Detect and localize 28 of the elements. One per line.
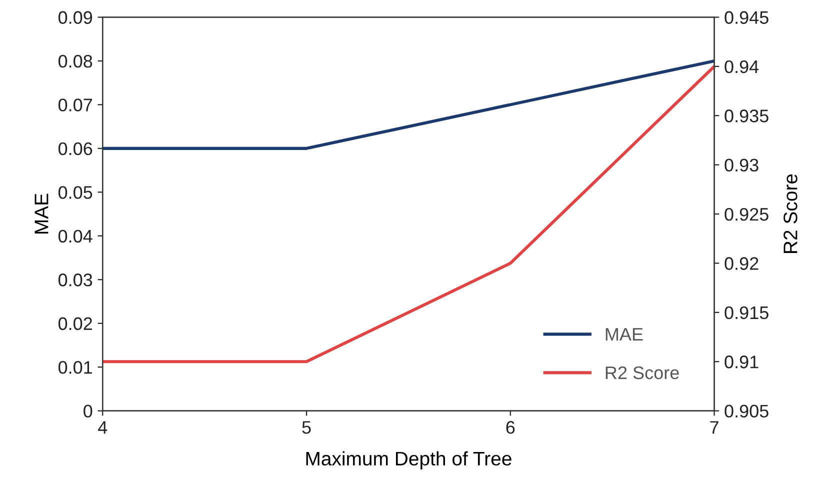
- x-tick-label: 6: [506, 421, 515, 434]
- x-tick-label: 5: [302, 421, 311, 434]
- y-tick-label: 0.01: [58, 361, 92, 374]
- y2-tick-label: 0.93: [724, 158, 758, 172]
- x-tick-label: 4: [98, 421, 108, 434]
- y-axis-title: MAE: [34, 194, 48, 234]
- y-tick-label: 0.09: [58, 11, 92, 24]
- x-axis-title: Maximum Depth of Tree: [306, 451, 512, 470]
- legend-label: R2 Score: [606, 366, 679, 380]
- y-tick-label: 0.03: [58, 274, 92, 286]
- y2-tick-label: 0.945: [724, 11, 768, 24]
- y2-tick-label: 0.915: [724, 306, 768, 320]
- y-tick-label: 0.05: [58, 186, 92, 199]
- y2-tick-label: 0.92: [724, 257, 758, 270]
- legend-label: MAE: [606, 328, 643, 341]
- y-tick-label: 0.04: [58, 230, 92, 243]
- y-tick-label: 0.08: [58, 54, 92, 68]
- x-tick-label: 7: [710, 421, 718, 434]
- y2-tick-label: 0.935: [724, 110, 768, 122]
- y2-tick-label: 0.905: [724, 404, 768, 418]
- y2-tick-label: 0.925: [724, 208, 768, 221]
- y2-tick-label: 0.91: [724, 356, 758, 368]
- y-tick-label: 0.07: [58, 98, 92, 112]
- y-tick-label: 0.02: [58, 317, 92, 330]
- y2-tick-label: 0.94: [724, 60, 759, 74]
- y-tick-label: 0: [84, 404, 92, 418]
- y-tick-label: 0.06: [58, 142, 92, 156]
- y2-axis-title: R2 Score: [784, 174, 798, 253]
